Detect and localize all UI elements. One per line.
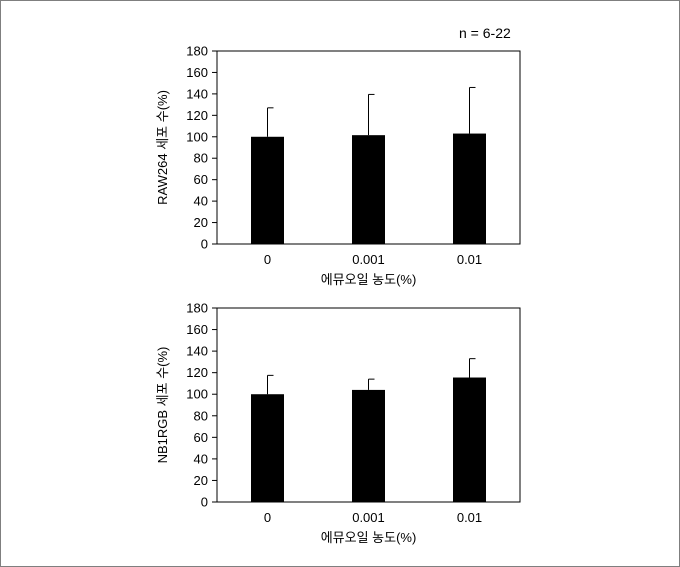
nb1rgb-bar-1 [352,389,385,502]
raw264-y-tick-label: 100 [186,129,208,144]
sample-size-annotation: n = 6-22 [459,25,511,41]
raw264-y-tick-label: 120 [186,108,208,123]
raw264-x-tick-label: 0.01 [457,252,482,267]
nb1rgb-y-tick-label: 60 [194,430,208,445]
raw264-y-tick-label: 20 [194,215,208,230]
nb1rgb-y-axis-title: NB1RGB 세포 수(%) [155,347,170,464]
raw264-y-tick-label: 140 [186,86,208,101]
raw264-bar-1 [352,135,385,244]
nb1rgb-y-tick-label: 140 [186,344,208,359]
raw264-y-tick-label: 40 [194,194,208,209]
nb1rgb-y-tick-label: 100 [186,387,208,402]
nb1rgb-bar-2 [453,377,486,502]
nb1rgb-y-tick-label: 20 [194,473,208,488]
raw264-y-tick-label: 160 [186,65,208,80]
nb1rgb-y-tick-label: 180 [186,301,208,316]
raw264-chart: 0 20 40 60 80 100 120 140 160 180 0 0.001 0.01 에뮤오일 농… [155,44,521,287]
nb1rgb-y-tick-label: 40 [194,451,208,466]
raw264-y-tick-label: 80 [194,151,208,166]
nb1rgb-x-tick-label: 0 [264,510,271,525]
raw264-x-tick-label: 0 [264,252,271,267]
raw264-y-axis-title: RAW264 세포 수(%) [155,90,170,205]
raw264-y-tick-label: 180 [186,44,208,59]
nb1rgb-bar-0 [251,394,284,502]
raw264-x-tick-label: 0.001 [352,252,385,267]
raw264-y-tick-label: 60 [194,172,208,187]
nb1rgb-x-axis-title: 에뮤오일 농도(%) [321,530,417,545]
raw264-bar-2 [453,133,486,244]
nb1rgb-y-tick-label: 160 [186,322,208,337]
raw264-x-axis-title: 에뮤오일 농도(%) [321,272,417,287]
raw264-y-tick-label: 0 [201,237,208,252]
nb1rgb-chart: 0 20 40 60 80 100 120 140 160 180 0 0.001 0.01 에뮤오일 농… [155,301,521,545]
nb1rgb-x-tick-label: 0.001 [352,510,385,525]
raw264-bar-0 [251,136,284,244]
nb1rgb-y-tick-label: 120 [186,365,208,380]
nb1rgb-y-tick-label: 80 [194,408,208,423]
nb1rgb-x-tick-label: 0.01 [457,510,482,525]
nb1rgb-y-tick-label: 0 [201,495,208,510]
